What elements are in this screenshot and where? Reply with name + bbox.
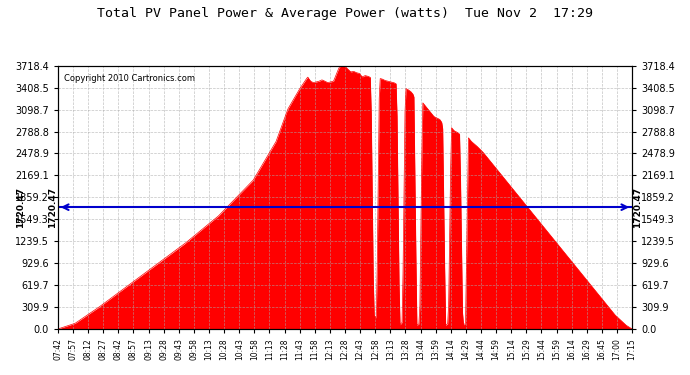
Text: 1720.47: 1720.47	[48, 187, 57, 228]
Text: Copyright 2010 Cartronics.com: Copyright 2010 Cartronics.com	[63, 74, 195, 82]
Text: 1720.47: 1720.47	[633, 187, 642, 228]
Text: 1720.47: 1720.47	[16, 187, 25, 228]
Text: Total PV Panel Power & Average Power (watts)  Tue Nov 2  17:29: Total PV Panel Power & Average Power (wa…	[97, 8, 593, 21]
